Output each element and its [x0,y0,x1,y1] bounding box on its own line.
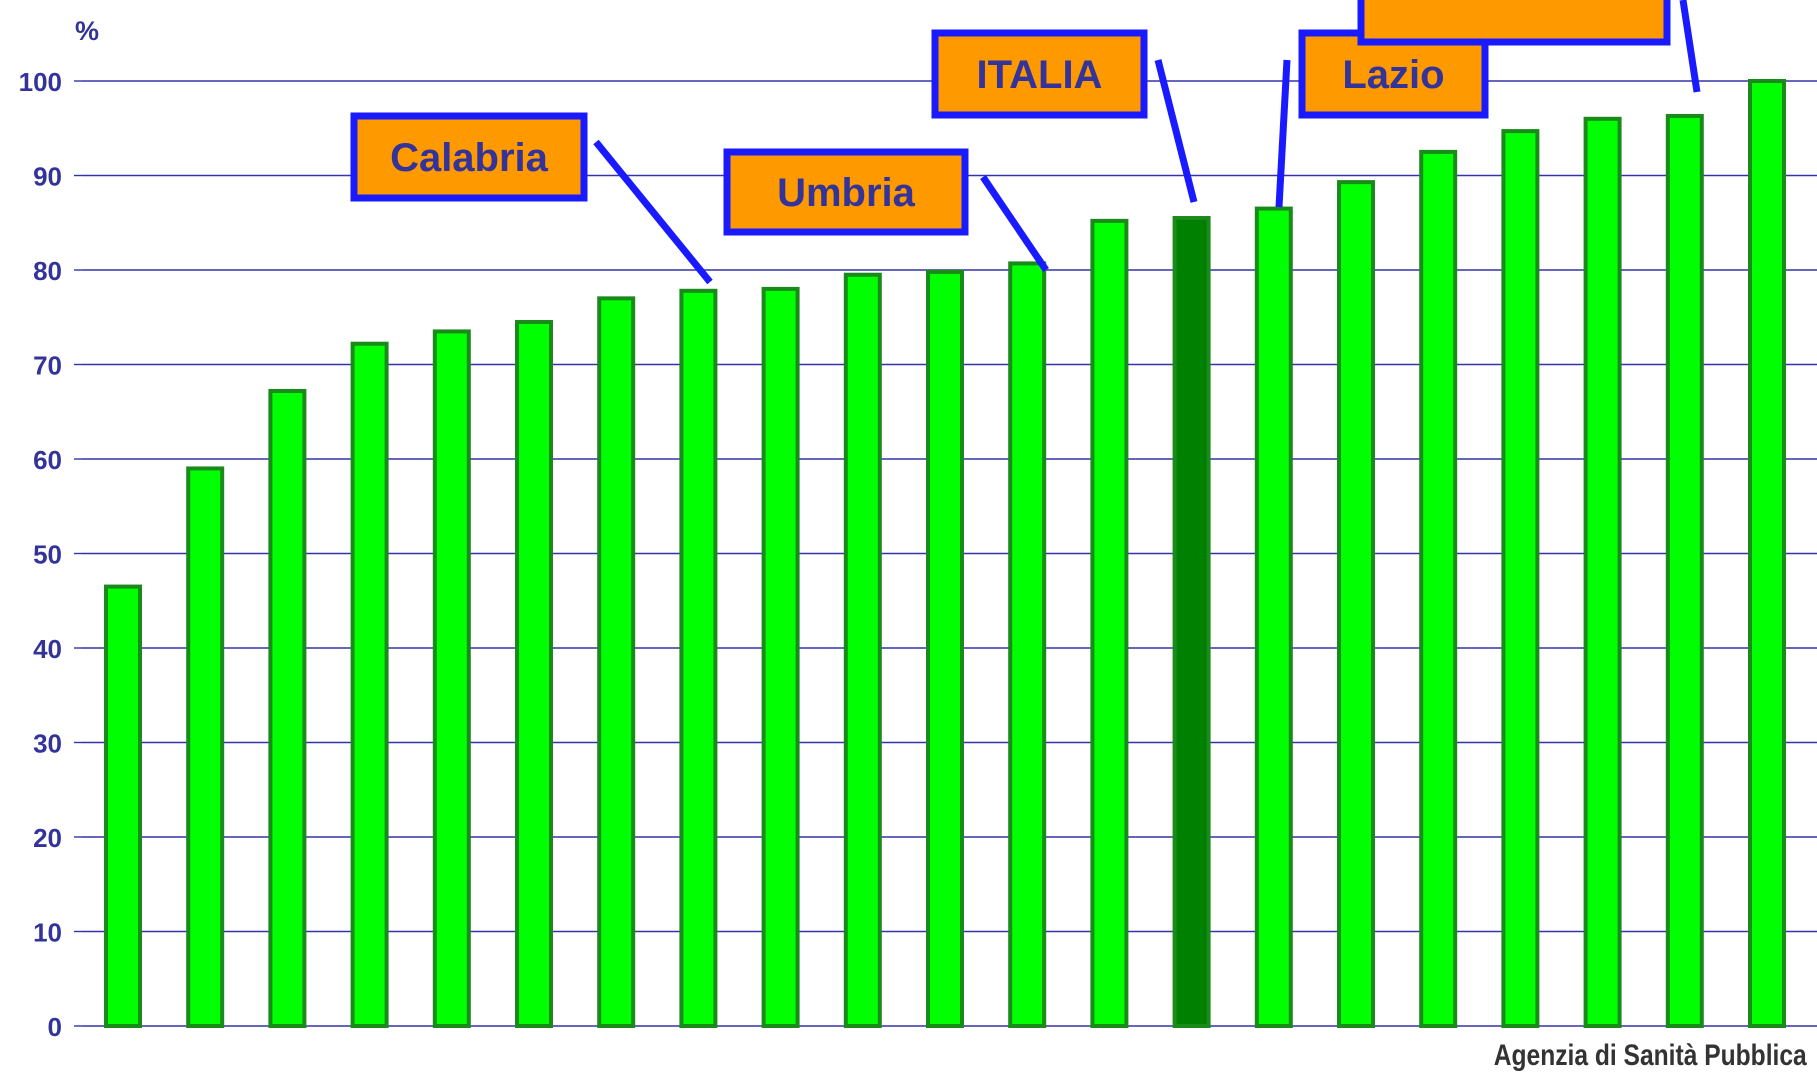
y-tick-label: 30 [33,729,62,759]
annotation-box [350,112,588,202]
bar [1419,149,1458,1028]
annotation-leader-line [1679,0,1701,93]
bar [1583,116,1622,1029]
y-tick-label: 20 [33,823,62,853]
bar [432,329,471,1028]
annotation-callout: Umbria [723,148,1049,272]
y-axis-ticks: 0 10 20 30 40 50 60 70 80 90 100 [19,67,62,1042]
bar [515,319,553,1029]
bar [926,269,964,1028]
annotation-leader-line [1154,59,1198,203]
annotation-label: Calabria [390,136,549,180]
annotation-leader-line [1275,59,1291,208]
bar [597,296,636,1029]
bar [1254,206,1293,1028]
bar [104,584,142,1028]
annotation-box [931,29,1148,119]
y-axis-unit-label: % [75,16,99,46]
annotation-box [1357,0,1671,46]
annotation-callout: Lazio [1275,29,1489,208]
annotation-callout [1357,0,1701,93]
y-tick-label: 0 [48,1012,62,1042]
bar [679,288,718,1029]
bar [843,272,882,1029]
bar [1501,129,1540,1028]
bar [1665,113,1704,1028]
annotation-callout: Calabria [350,112,713,285]
source-label: Agenzia di Sanità Pubblica [1493,1039,1807,1072]
annotation-callout: ITALIA [931,29,1198,203]
bar [1090,218,1129,1029]
y-tick-label: 50 [33,540,62,570]
y-tick-label: 60 [33,445,62,475]
y-tick-label: 70 [33,351,62,381]
bar [1008,261,1047,1028]
annotation-label: Umbria [777,171,916,215]
annotation-label: Lazio [1342,53,1444,97]
annotation-box [723,148,969,236]
y-tick-label: 100 [19,67,62,97]
bar [268,388,307,1028]
annotation-leader-line [593,139,713,285]
bar [761,286,800,1028]
bar [1337,180,1375,1029]
annotation-box [1298,29,1489,119]
y-tick-label: 80 [33,256,62,286]
annotations: Calabria Umbria ITALIA Lazio [350,0,1701,285]
bar [1748,79,1786,1028]
y-tick-label: 90 [33,162,62,192]
bar-highlighted [1172,216,1211,1028]
annotation-leader-line [980,175,1049,272]
y-tick-label: 10 [33,918,62,948]
y-tick-label: 40 [33,634,62,664]
bar [186,466,225,1028]
bars [104,79,1786,1029]
annotation-label: ITALIA [977,53,1103,97]
bar [350,341,389,1028]
